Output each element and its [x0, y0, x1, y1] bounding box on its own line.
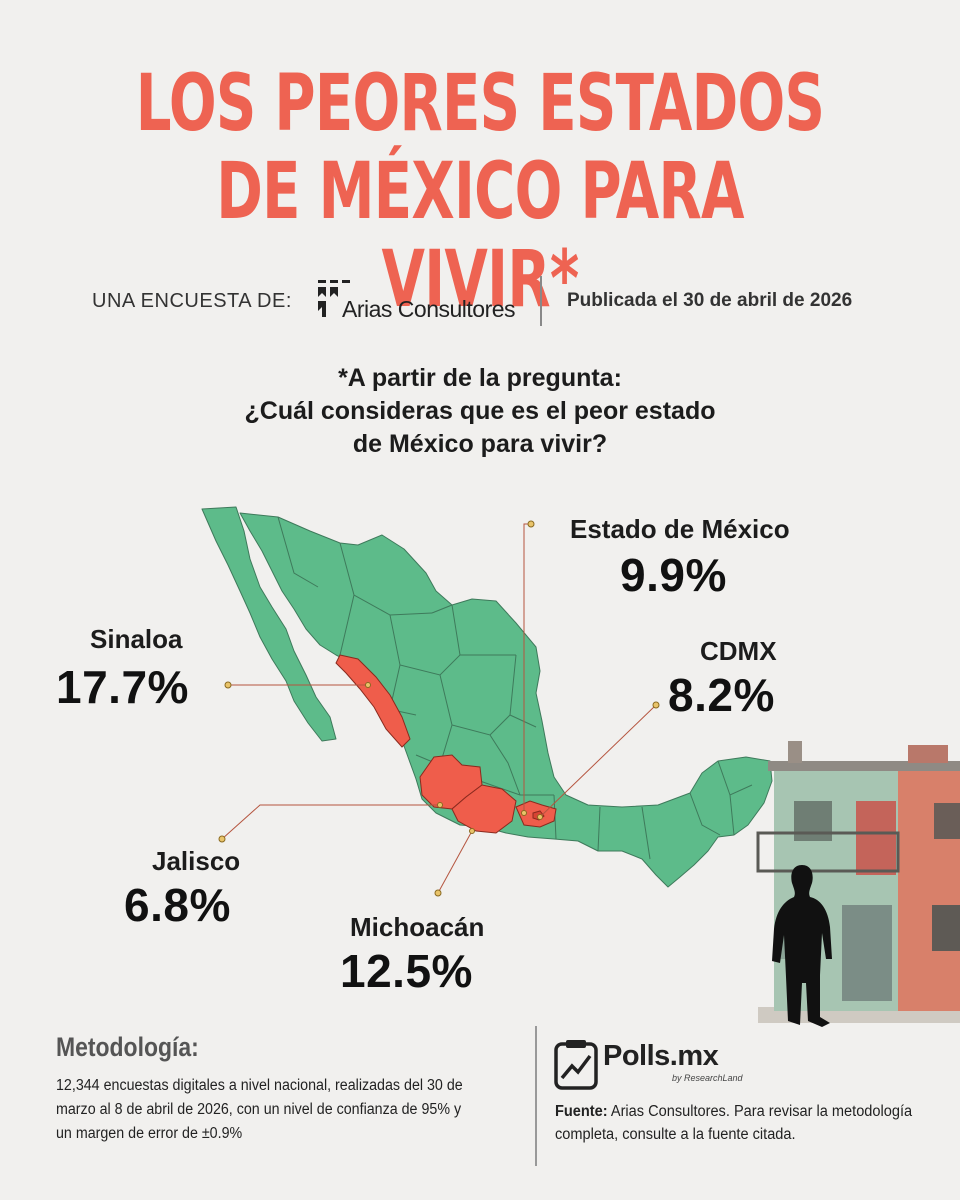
footer-divider — [535, 1026, 537, 1166]
window — [794, 801, 832, 841]
baja-california-shape — [201, 506, 337, 742]
edomex-marker — [527, 520, 535, 528]
jalisco-marker — [218, 835, 226, 843]
michoacan-leader-line — [437, 830, 473, 894]
door-upper — [856, 801, 896, 875]
cdmx-leader-line — [539, 704, 657, 818]
value-jalisco: 6.8% — [124, 879, 231, 931]
jalisco-leader-line — [221, 804, 440, 840]
window — [934, 803, 960, 839]
title-line-2: DE MÉXICO PARA VIVIR* — [216, 147, 744, 325]
label-sinaloa: Sinaloa — [90, 624, 183, 654]
house-wall-right — [898, 761, 960, 1011]
value-sinaloa: 17.7% — [56, 661, 189, 713]
michoacan-marker — [434, 889, 442, 897]
source-label: Fuente: — [555, 1103, 608, 1120]
label-michoacan: Michoacán — [350, 912, 485, 942]
title-line-1: LOS PEORES ESTADOS — [135, 59, 825, 149]
divider — [540, 276, 542, 326]
source-note: Fuente: Arias Consultores. Para revisar … — [555, 1100, 912, 1146]
question-line-2: ¿Cuál consideras que es el peor estado — [244, 397, 716, 425]
question-line-3: de México para vivir? — [352, 430, 608, 458]
survey-by-label: UNA ENCUESTA DE: — [92, 290, 292, 312]
value-estado-de-mexico: 9.9% — [620, 549, 727, 601]
sinaloa-marker — [224, 681, 232, 689]
mexico-map — [201, 506, 773, 897]
question-line-1: *A partir de la pregunta: — [338, 364, 622, 392]
person-silhouette — [772, 865, 832, 1027]
polls-brand-sub: by ResearchLand — [672, 1073, 743, 1083]
source-text: Arias Consultores. Para revisar la metod… — [555, 1103, 913, 1143]
balcony-rail — [756, 831, 900, 873]
house-illustration — [756, 741, 960, 1027]
sinaloa-shape — [335, 654, 411, 748]
polls-brand-name: Polls.mx — [603, 1040, 719, 1072]
pollster-name: Arias Consultores — [342, 296, 516, 322]
door-lower — [842, 905, 892, 1001]
label-estado-de-mexico: Estado de México — [570, 514, 790, 544]
edomex-leader-line — [523, 523, 529, 813]
value-michoacan: 12.5% — [340, 945, 473, 997]
value-cdmx: 8.2% — [668, 669, 775, 721]
michoacan-shape — [451, 784, 517, 834]
arias-logo-icon — [318, 280, 350, 317]
polls-logo-icon — [554, 1040, 598, 1090]
label-jalisco: Jalisco — [152, 846, 241, 876]
publication-date: Publicada el 30 de abril de 2026 — [567, 290, 853, 311]
cdmx-marker — [652, 701, 660, 709]
methodology-text: 12,344 encuestas digitales a nivel nacio… — [56, 1077, 463, 1142]
label-cdmx: CDMX — [700, 636, 777, 666]
window — [932, 905, 960, 951]
methodology-title: Metodología: — [56, 1032, 199, 1062]
survey-question: *A partir de la pregunta: ¿Cuál consider… — [240, 362, 720, 461]
